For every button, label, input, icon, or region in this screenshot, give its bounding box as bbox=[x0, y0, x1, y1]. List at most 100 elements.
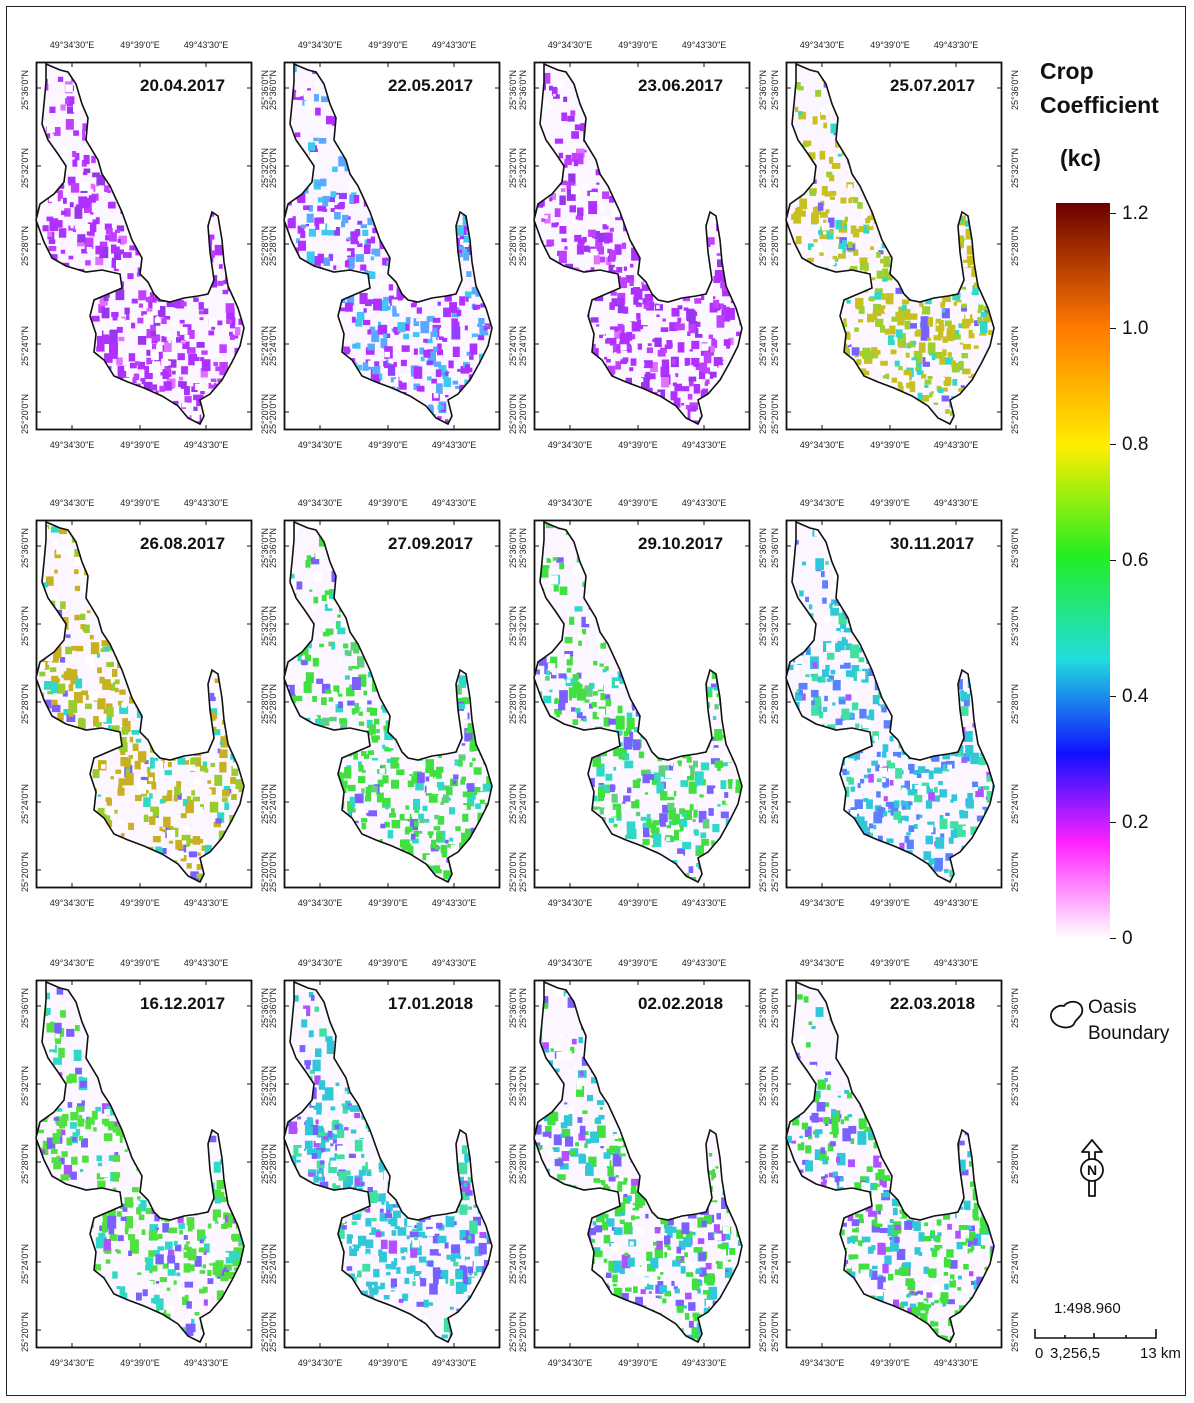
latitude-label: 25°28'0"N bbox=[508, 683, 518, 724]
latitude-label: 25°36'0"N bbox=[508, 987, 518, 1028]
latitude-label: 25°20'0"N bbox=[20, 1311, 30, 1352]
legend-title-line3: (kc) bbox=[1060, 145, 1101, 171]
latitude-label: 25°24'0"N bbox=[20, 325, 30, 366]
longitude-label: 49°34'30"E bbox=[799, 498, 845, 508]
panel-date: 27.09.2017 bbox=[388, 534, 474, 553]
longitude-label: 49°43'30"E bbox=[183, 898, 229, 908]
latitude-label: 25°24'0"N bbox=[758, 1243, 768, 1284]
longitude-label: 49°43'30"E bbox=[183, 440, 229, 450]
latitude-label: 25°36'0"N bbox=[508, 527, 518, 568]
scale-label-0: 0 bbox=[1035, 1345, 1044, 1362]
longitude-label: 49°39'0"E bbox=[120, 440, 160, 450]
oasis-boundary bbox=[533, 980, 743, 1344]
longitude-label: 49°39'0"E bbox=[368, 1358, 408, 1368]
panel-date: 25.07.2017 bbox=[890, 76, 976, 95]
latitude-label: 25°20'0"N bbox=[508, 1311, 518, 1352]
latitude-label: 25°36'0"N bbox=[20, 69, 30, 110]
latitude-label: 25°36'0"N bbox=[758, 69, 768, 110]
longitude-label: 49°39'0"E bbox=[368, 898, 408, 908]
latitude-label: 25°20'0"N bbox=[1010, 851, 1020, 892]
map-canvas bbox=[785, 61, 1003, 431]
longitude-label: 49°43'30"E bbox=[681, 958, 727, 968]
colorbar-tick bbox=[1110, 938, 1116, 939]
latitude-label: 25°28'0"N bbox=[268, 225, 278, 266]
latitude-label: 25°36'0"N bbox=[1010, 987, 1020, 1028]
map-panel: 26.08.2017 49°34'30"E 49°34'30"E 49°39'0"E 4… bbox=[20, 498, 270, 908]
colorbar-tick-label: 1.2 bbox=[1122, 203, 1149, 224]
map-panel: 25.07.2017 49°34'30"E 49°34'30"E 49°39'0"E 4… bbox=[770, 40, 1020, 450]
map-canvas bbox=[35, 61, 253, 431]
panel-date: 17.01.2018 bbox=[388, 994, 474, 1013]
latitude-label: 25°28'0"N bbox=[1010, 225, 1020, 266]
latitude-label: 25°20'0"N bbox=[268, 1311, 278, 1352]
latitude-label: 25°28'0"N bbox=[268, 683, 278, 724]
latitude-label: 25°20'0"N bbox=[1010, 1311, 1020, 1352]
oasis-boundary bbox=[35, 520, 245, 884]
latitude-label: 25°28'0"N bbox=[20, 225, 30, 266]
longitude-label: 49°39'0"E bbox=[368, 440, 408, 450]
latitude-label: 25°32'0"N bbox=[268, 147, 278, 188]
longitude-label: 49°39'0"E bbox=[618, 898, 658, 908]
latitude-label: 25°36'0"N bbox=[518, 987, 528, 1028]
panel-date: 29.10.2017 bbox=[638, 534, 724, 553]
latitude-label: 25°24'0"N bbox=[758, 325, 768, 366]
latitude-label: 25°28'0"N bbox=[268, 1143, 278, 1184]
latitude-label: 25°20'0"N bbox=[268, 851, 278, 892]
colorbar-tick bbox=[1110, 560, 1116, 561]
colorbar-tick-label: 0.4 bbox=[1122, 686, 1149, 707]
panel-date: 22.05.2017 bbox=[388, 76, 474, 95]
map-panel: 23.06.2017 49°34'30"E 49°34'30"E 49°39'0"E 4… bbox=[518, 40, 768, 450]
latitude-label: 25°20'0"N bbox=[518, 393, 528, 434]
longitude-label: 49°43'30"E bbox=[431, 898, 477, 908]
latitude-label: 25°20'0"N bbox=[770, 1311, 780, 1352]
scale-ratio: 1:498.960 bbox=[1054, 1300, 1121, 1317]
longitude-label: 49°43'30"E bbox=[933, 1358, 979, 1368]
oasis-boundary bbox=[533, 520, 743, 884]
oasis-boundary-icon bbox=[1050, 1000, 1084, 1029]
longitude-label: 49°39'0"E bbox=[120, 958, 160, 968]
longitude-label: 49°39'0"E bbox=[870, 958, 910, 968]
panel-date: 26.08.2017 bbox=[140, 534, 226, 553]
longitude-label: 49°34'30"E bbox=[297, 1358, 343, 1368]
longitude-label: 49°39'0"E bbox=[618, 440, 658, 450]
longitude-label: 49°34'30"E bbox=[297, 498, 343, 508]
panel-date: 23.06.2017 bbox=[638, 76, 724, 95]
map-canvas bbox=[283, 519, 501, 889]
oasis-boundary bbox=[35, 62, 245, 426]
map-panel: 29.10.2017 49°34'30"E 49°34'30"E 49°39'0"E 4… bbox=[518, 498, 768, 908]
longitude-label: 49°43'30"E bbox=[933, 898, 979, 908]
latitude-label: 25°32'0"N bbox=[770, 1065, 780, 1106]
latitude-label: 25°24'0"N bbox=[268, 1243, 278, 1284]
latitude-label: 25°28'0"N bbox=[758, 1143, 768, 1184]
latitude-label: 25°32'0"N bbox=[518, 1065, 528, 1106]
latitude-label: 25°36'0"N bbox=[770, 69, 780, 110]
latitude-label: 25°36'0"N bbox=[770, 987, 780, 1028]
latitude-label: 25°28'0"N bbox=[770, 1143, 780, 1184]
oasis-boundary bbox=[785, 62, 995, 426]
colorbar-tick-label: 0 bbox=[1122, 928, 1133, 949]
latitude-label: 25°20'0"N bbox=[758, 393, 768, 434]
longitude-label: 49°39'0"E bbox=[618, 1358, 658, 1368]
latitude-label: 25°24'0"N bbox=[508, 325, 518, 366]
latitude-label: 25°20'0"N bbox=[518, 1311, 528, 1352]
latitude-label: 25°28'0"N bbox=[518, 225, 528, 266]
oasis-label-line2: Boundary bbox=[1088, 1023, 1170, 1044]
longitude-label: 49°43'30"E bbox=[681, 1358, 727, 1368]
map-panel: 30.11.2017 49°34'30"E 49°34'30"E 49°39'0"E 4… bbox=[770, 498, 1020, 908]
latitude-label: 25°28'0"N bbox=[20, 683, 30, 724]
panel-date: 20.04.2017 bbox=[140, 76, 226, 95]
longitude-label: 49°39'0"E bbox=[368, 498, 408, 508]
latitude-label: 25°20'0"N bbox=[20, 851, 30, 892]
longitude-label: 49°34'30"E bbox=[297, 958, 343, 968]
longitude-label: 49°34'30"E bbox=[799, 1358, 845, 1368]
latitude-label: 25°20'0"N bbox=[508, 851, 518, 892]
longitude-label: 49°34'30"E bbox=[547, 898, 593, 908]
longitude-label: 49°34'30"E bbox=[297, 40, 343, 50]
latitude-label: 25°36'0"N bbox=[268, 69, 278, 110]
latitude-label: 25°32'0"N bbox=[268, 1065, 278, 1106]
latitude-label: 25°24'0"N bbox=[770, 325, 780, 366]
latitude-label: 25°36'0"N bbox=[20, 987, 30, 1028]
longitude-label: 49°39'0"E bbox=[618, 40, 658, 50]
latitude-label: 25°32'0"N bbox=[268, 605, 278, 646]
longitude-label: 49°43'30"E bbox=[431, 498, 477, 508]
